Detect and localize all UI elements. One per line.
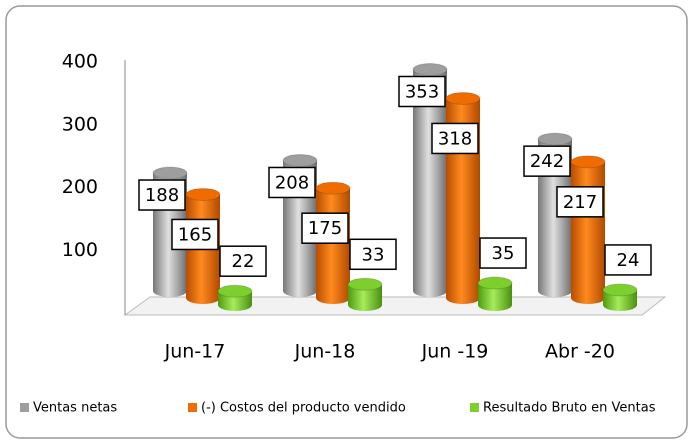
bar-top [570,155,606,169]
bar [316,188,350,304]
data-label-box [604,244,652,276]
data-label: 217 [563,192,597,213]
data-label-box [138,179,186,211]
data-label-box [268,166,316,199]
bar-top [537,132,573,146]
legend-label: Ventas netas [33,401,117,416]
x-tick-label: Jun-18 [294,341,356,363]
data-label-box [523,145,571,177]
bar-top [315,181,351,195]
data-label-box [479,237,527,269]
bar-top [347,277,383,291]
legend-swatch [470,403,479,412]
bar-top [152,166,188,180]
data-label: 208 [275,172,309,193]
data-label: 353 [405,81,439,102]
data-label: 242 [530,151,564,172]
bar [571,161,605,304]
data-label-box [398,75,446,108]
bar-top [185,187,221,201]
bar-top [602,283,638,297]
bar [478,283,512,311]
data-label: 24 [617,250,640,271]
x-tick-label: Abr -20 [545,341,615,363]
y-tick-label: 100 [62,239,98,261]
y-tick-label: 200 [62,176,98,198]
bar-top [412,62,448,76]
data-label-box [556,186,604,218]
y-tick-label: 400 [62,51,98,73]
data-label-box [301,212,349,244]
bar-top [477,276,513,290]
data-label: 35 [492,243,515,264]
legend-label: Resultado Bruto en Ventas [483,401,656,416]
legend-swatch [20,403,29,412]
data-label-box [349,238,397,271]
bar-top [282,153,318,167]
data-label-box [171,218,219,251]
data-label: 165 [178,224,212,245]
bar-top [445,91,481,105]
data-label: 33 [362,244,385,265]
data-label: 22 [232,251,255,272]
legend-swatch [188,403,197,412]
bar [603,289,637,311]
x-tick-label: Jun-17 [164,341,226,363]
data-label-box [431,122,479,155]
bar-top [217,284,253,298]
data-label-box [219,245,267,277]
data-label: 318 [438,128,472,149]
legend-label: (-) Costos del producto vendido [201,401,406,416]
x-tick-label: Jun -19 [421,341,489,363]
bar [348,284,382,311]
data-label: 188 [145,185,179,206]
y-tick-label: 300 [62,113,98,135]
bar [538,139,572,297]
data-label: 175 [308,218,342,239]
